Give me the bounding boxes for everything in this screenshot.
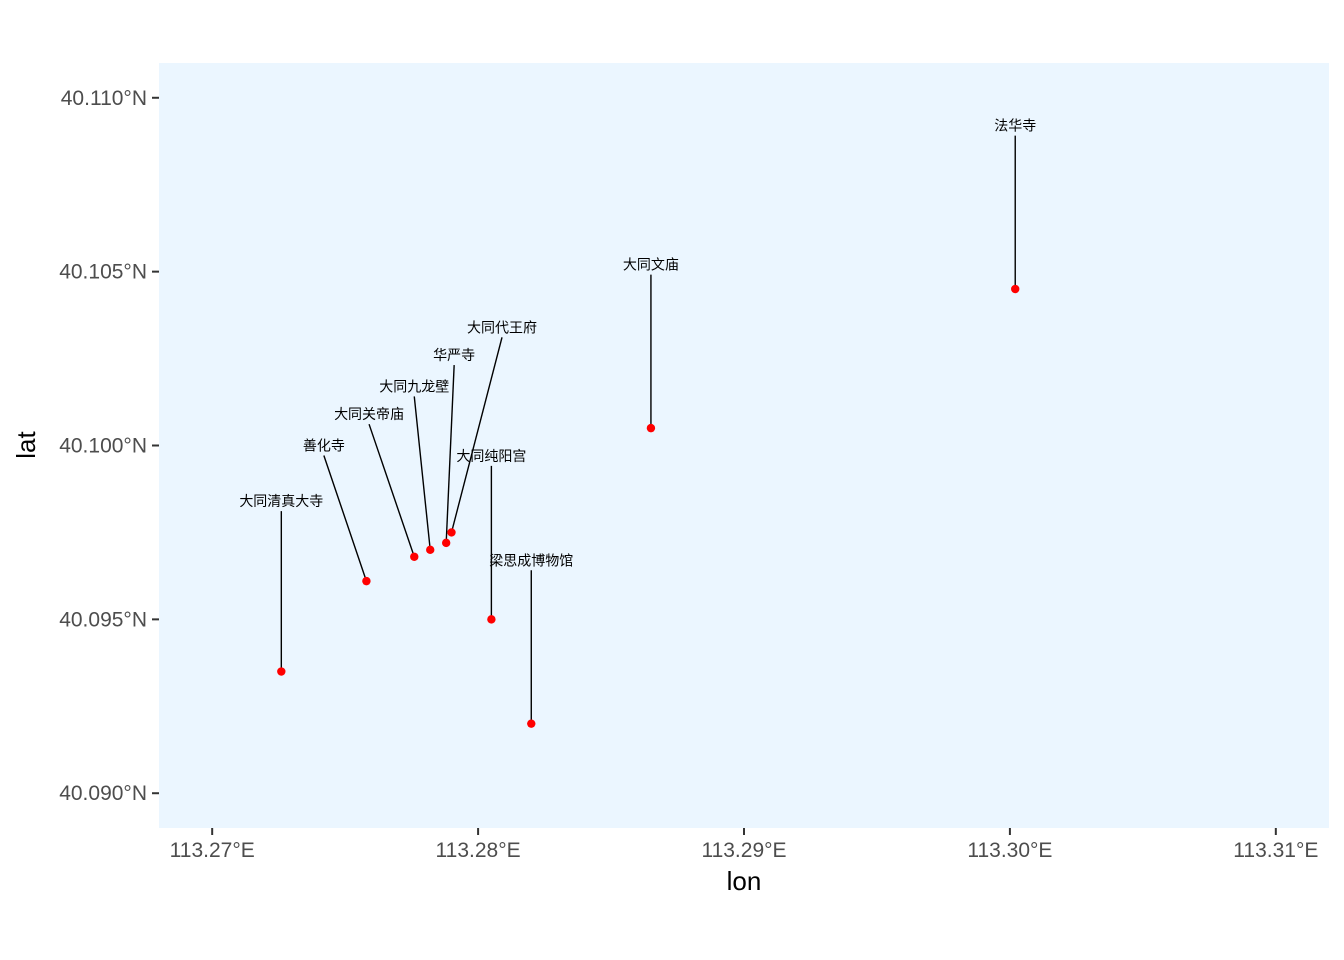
- point-label: 华严寺: [433, 348, 475, 364]
- point-label: 大同纯阳宫: [456, 449, 526, 465]
- x-axis-title: lon: [727, 866, 762, 896]
- y-tick-label: 40.095°N: [59, 608, 147, 631]
- x-tick-label: 113.30°E: [967, 839, 1052, 862]
- data-point: [1011, 284, 1020, 294]
- leader-line: [450, 337, 503, 533]
- data-point: [426, 545, 435, 555]
- leader-line: [368, 423, 415, 557]
- data-points: [277, 284, 1020, 728]
- y-tick-label: 40.090°N: [59, 782, 147, 805]
- leader-line: [323, 455, 368, 582]
- data-point: [362, 576, 371, 586]
- y-tick-label: 40.100°N: [59, 435, 147, 458]
- point-label: 大同关帝庙: [334, 407, 404, 423]
- x-axis: 113.27°E 113.28°E 113.29°E 113.30°E 113.31°E: [170, 828, 1318, 862]
- y-axis: 40.090°N 40.095°N 40.100°N 40.105°N 40.110°N: [59, 87, 159, 805]
- x-tick-label: 113.29°E: [701, 839, 786, 862]
- leader-line: [445, 365, 455, 543]
- label-leader-lines: [280, 135, 1016, 724]
- point-label: 大同清真大寺: [239, 494, 323, 510]
- x-tick-label: 113.27°E: [170, 839, 255, 862]
- y-tick-label: 40.110°N: [61, 87, 147, 110]
- data-point: [447, 528, 456, 537]
- data-point: [441, 538, 451, 548]
- point-label: 善化寺: [303, 439, 345, 455]
- data-point: [646, 423, 656, 433]
- data-point: [487, 615, 496, 624]
- plot-panel: [159, 63, 1329, 828]
- data-point: [277, 667, 286, 676]
- data-point: [527, 719, 536, 728]
- point-label: 大同代王府: [467, 320, 537, 336]
- point-label: 法华寺: [994, 119, 1036, 135]
- data-point: [410, 552, 419, 561]
- x-tick-label: 113.31°E: [1233, 839, 1318, 862]
- leader-line: [413, 396, 431, 550]
- point-label: 大同九龙壁: [379, 379, 449, 395]
- x-tick-label: 113.28°E: [436, 839, 521, 862]
- point-label: 大同文庙: [623, 258, 679, 274]
- y-tick-label: 40.105°N: [59, 261, 147, 284]
- point-label: 梁思成博物馆: [489, 552, 573, 569]
- y-axis-title: lat: [11, 430, 41, 458]
